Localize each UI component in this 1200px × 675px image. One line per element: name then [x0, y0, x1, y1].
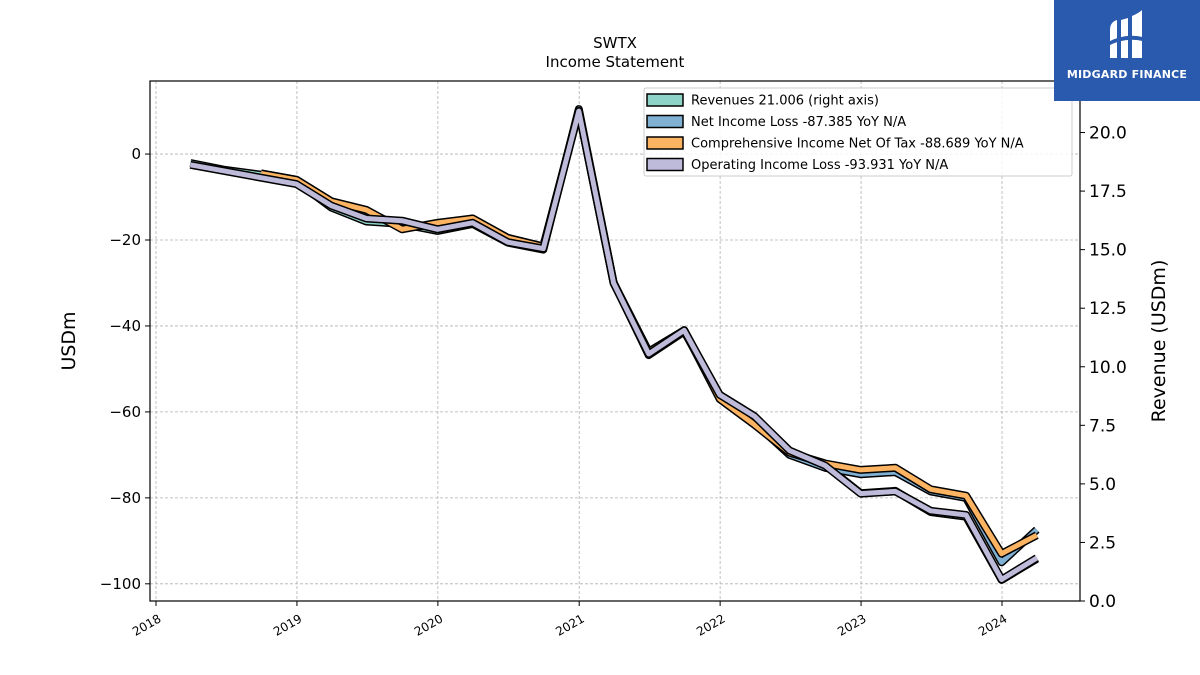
- series-line-operating-income-loss: [189, 108, 1039, 582]
- legend-swatch: [646, 93, 684, 107]
- series-outline-net-income-loss: [260, 107, 1040, 567]
- tick-label-left: −20: [109, 231, 141, 249]
- chart-subtitle: Income Statement: [546, 53, 685, 71]
- tick-label-right: 2.5: [1089, 533, 1116, 553]
- tick-label-x: 2020: [412, 611, 445, 638]
- tick-label-x: 2023: [835, 611, 868, 638]
- tick-label-right: 17.5: [1089, 182, 1127, 202]
- right-axis-ticks: 0.0 2.5 5.0 7.5 10.0 12.5 15.0 17.5 20.0: [1080, 124, 1127, 612]
- legend-swatch: [646, 157, 684, 172]
- tick-label-right: 7.5: [1089, 416, 1116, 436]
- plot-frame: [149, 80, 1081, 602]
- chart-title: SWTX: [593, 34, 637, 52]
- legend-swatch: [646, 136, 684, 150]
- legend-label: Comprehensive Income Net Of Tax -88.689 …: [691, 137, 1024, 152]
- legend-box: [643, 87, 1073, 177]
- y-axis-label-right: Revenue (USDm): [1148, 260, 1170, 423]
- tick-label-x: 2018: [130, 611, 163, 638]
- tick-label-left: −100: [100, 575, 141, 593]
- tick-label-right: 0.0: [1089, 592, 1116, 612]
- legend: Revenues 21.006 (right axis) Net Income L…: [643, 87, 1073, 177]
- series-line-net-income-loss: [260, 108, 1039, 565]
- legend-label: Net Income Loss -87.385 YoY N/A: [691, 115, 906, 130]
- legend-label: Operating Income Loss -93.931 YoY N/A: [691, 158, 948, 173]
- series-line-revenues: [189, 106, 1039, 583]
- series-outline-comprehensive-income-net-of-tax: [260, 107, 1039, 558]
- y-axis-label-left: USDm: [58, 311, 80, 370]
- logo-text: MIDGARD FINANCE: [1066, 68, 1188, 81]
- legend-swatch: [646, 114, 684, 129]
- midgard-logo-icon: [1108, 10, 1146, 58]
- tick-label-x: 2021: [553, 611, 586, 638]
- tick-label-x: 2022: [694, 611, 727, 638]
- series-lines: [189, 105, 1040, 584]
- midgard-finance-logo: MIDGARD FINANCE: [1054, 0, 1200, 101]
- x-axis-ticks: 2018 2019 2020 2021 2022 2023 2024: [130, 601, 1010, 639]
- tick-label-x: 2019: [271, 611, 304, 638]
- tick-label-right: 10.0: [1089, 358, 1127, 378]
- tick-label-right: 15.0: [1089, 241, 1127, 261]
- tick-label-right: 20.0: [1089, 124, 1127, 144]
- tick-label-left: −80: [109, 489, 141, 507]
- tick-label-x: 2024: [976, 611, 1009, 638]
- tick-label-right: 5.0: [1089, 475, 1116, 495]
- series-outline-revenues: [189, 105, 1039, 584]
- legend-label: Revenues 21.006 (right axis): [691, 94, 879, 109]
- tick-label-left: −40: [109, 317, 141, 335]
- series-outline-operating-income-loss: [189, 107, 1039, 584]
- left-axis-ticks: 0 −20 −40 −60 −80 −100: [100, 145, 150, 593]
- tick-label-left: 0: [131, 145, 141, 163]
- tick-label-right: 12.5: [1089, 299, 1127, 319]
- tick-label-left: −60: [109, 403, 141, 421]
